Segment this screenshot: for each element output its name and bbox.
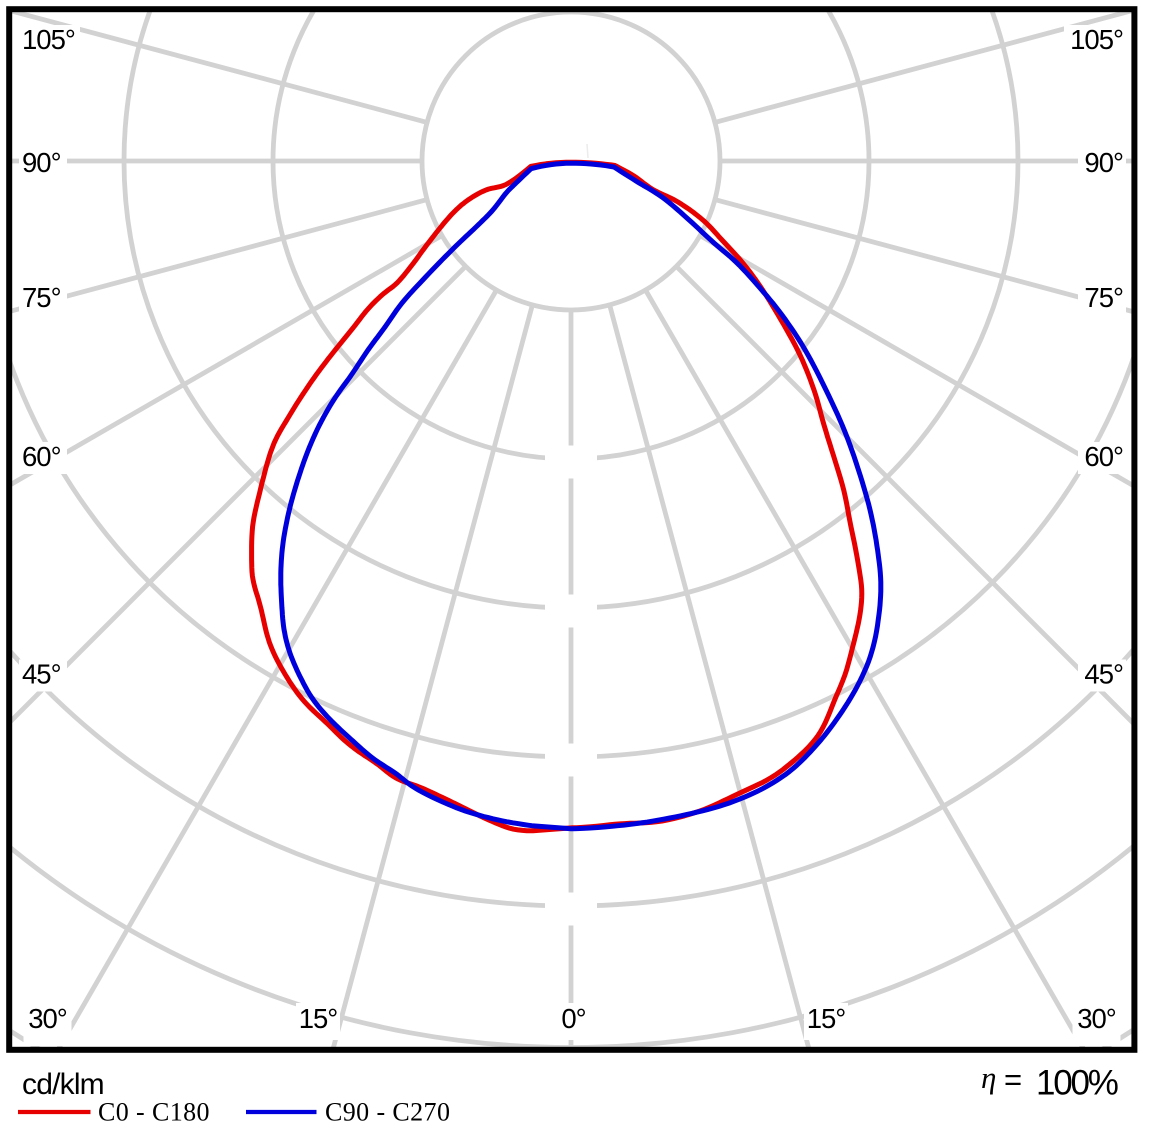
svg-text:C0 - C180: C0 - C180	[98, 1098, 210, 1127]
svg-text:90°: 90°	[22, 147, 61, 178]
svg-text:=: =	[1004, 1062, 1022, 1097]
svg-text:60°: 60°	[22, 441, 61, 472]
svg-text:45°: 45°	[22, 659, 61, 690]
svg-text:15°: 15°	[807, 1003, 846, 1034]
svg-text:75°: 75°	[1084, 282, 1123, 313]
svg-text:60°: 60°	[1084, 441, 1123, 472]
svg-text:105°: 105°	[1070, 24, 1123, 55]
svg-text:cd/klm: cd/klm	[22, 1068, 104, 1101]
svg-text:45°: 45°	[1084, 659, 1123, 690]
svg-text:75°: 75°	[22, 282, 61, 313]
svg-text:105°: 105°	[22, 24, 75, 55]
svg-text:0°: 0°	[561, 1003, 585, 1034]
svg-text:30°: 30°	[28, 1003, 67, 1034]
svg-text:η: η	[981, 1060, 996, 1095]
svg-text:C90 - C270: C90 - C270	[325, 1098, 450, 1127]
svg-text:15°: 15°	[299, 1003, 338, 1034]
svg-text:30°: 30°	[1077, 1003, 1116, 1034]
svg-text:100%: 100%	[1036, 1064, 1118, 1103]
svg-text:90°: 90°	[1084, 147, 1123, 178]
